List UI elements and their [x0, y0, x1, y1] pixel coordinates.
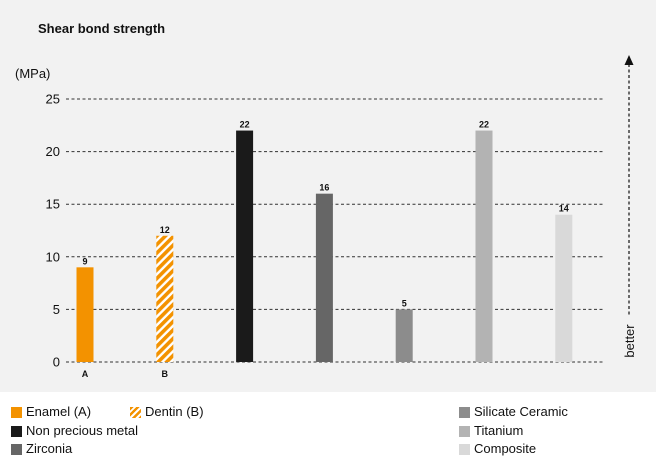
legend-swatch-zirconia — [11, 443, 22, 455]
y-tick-label: 5 — [53, 302, 60, 317]
better-arrow-head — [624, 55, 634, 65]
legend-label-composite: Composite — [474, 441, 537, 456]
legend-item-enamel: Enamel (A) — [11, 404, 91, 420]
value-labels: 9 12 22 16 5 22 14 — [82, 120, 568, 309]
legend-label-non-precious-metal: Non precious metal — [26, 423, 138, 438]
y-tick-label: 0 — [53, 355, 60, 370]
legend-item-titanium: Titanium — [459, 423, 523, 439]
bar-dentin-b — [156, 235, 174, 362]
bar-zirconia — [315, 193, 333, 362]
y-axis-ticks: 0 5 10 15 20 25 — [46, 92, 60, 370]
bar-enamel-a — [76, 267, 94, 362]
y-tick-label: 20 — [46, 144, 60, 159]
value-label-zirconia: 16 — [319, 183, 329, 193]
legend-label-silicate-ceramic: Silicate Ceramic — [474, 404, 568, 419]
bar-silicate-ceramic — [395, 309, 413, 362]
legend-swatch-dentin — [130, 406, 141, 418]
legend-label-dentin: Dentin (B) — [145, 404, 204, 419]
legend-item-non-precious-metal: Non precious metal — [11, 423, 138, 439]
legend-swatch-composite — [459, 443, 470, 455]
value-label-non-precious-metal: 22 — [240, 120, 250, 130]
y-tick-label: 10 — [46, 249, 60, 264]
legend-swatch-silicate-ceramic — [459, 406, 470, 418]
legend-item-dentin: Dentin (B) — [130, 404, 204, 420]
legend-item-composite: Composite — [459, 441, 536, 457]
bars — [76, 130, 573, 362]
y-tick-label: 25 — [46, 92, 60, 107]
bar-composite — [555, 214, 573, 362]
gridlines — [66, 98, 605, 363]
y-tick-label: 15 — [46, 197, 60, 212]
category-label-a: A — [82, 369, 89, 379]
bar-non-precious-metal — [236, 130, 254, 362]
value-label-composite: 14 — [559, 204, 569, 214]
better-annotation: better — [622, 324, 637, 358]
value-label-dentin-b: 12 — [160, 225, 170, 235]
legend-label-titanium: Titanium — [474, 423, 524, 438]
value-label-silicate-ceramic: 5 — [402, 298, 407, 308]
y-axis-unit-label: (MPa) — [15, 66, 51, 81]
legend-swatch-non-precious-metal — [11, 425, 22, 437]
better-indicator: better — [619, 55, 639, 366]
value-label-titanium: 22 — [479, 120, 489, 130]
better-label-background — [619, 316, 639, 366]
bar-titanium — [475, 130, 493, 362]
legend-swatch-titanium — [459, 425, 470, 437]
category-label-b: B — [162, 369, 169, 379]
legend-label-enamel: Enamel (A) — [26, 404, 92, 419]
legend-swatch-enamel — [11, 406, 22, 418]
legend-label-zirconia: Zirconia — [26, 441, 73, 456]
chart-title: Shear bond strength — [38, 21, 166, 36]
legend-item-zirconia: Zirconia — [11, 441, 72, 457]
legend-item-silicate-ceramic: Silicate Ceramic — [459, 404, 568, 420]
value-label-enamel-a: 9 — [82, 256, 87, 266]
